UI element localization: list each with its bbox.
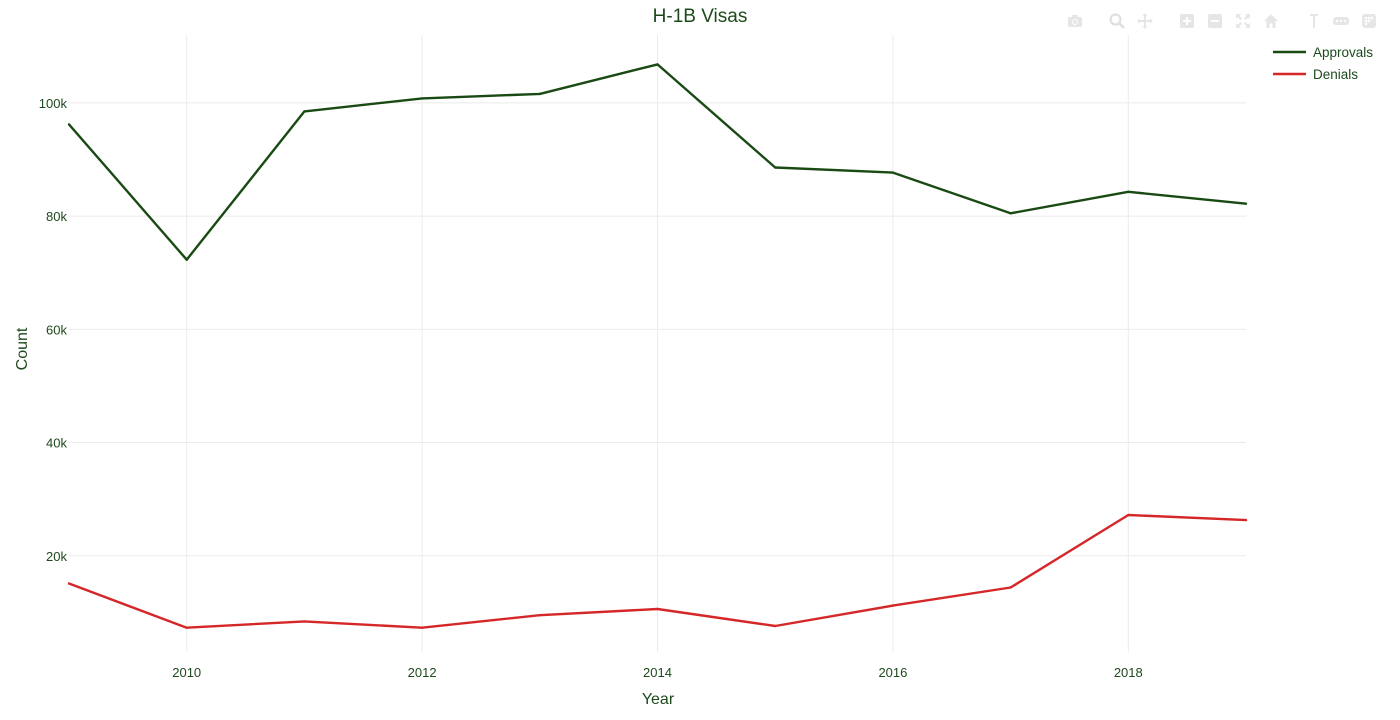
approvals-point[interactable] (656, 63, 659, 66)
x-tick-label: 2016 (878, 665, 907, 680)
legend-item-denials[interactable]: Denials (1273, 67, 1358, 82)
denials-point[interactable] (185, 626, 188, 629)
modebar (1066, 12, 1378, 30)
x-tick-label: 2014 (643, 665, 672, 680)
compare-hover-icon[interactable] (1332, 12, 1350, 30)
approvals-point[interactable] (891, 171, 895, 174)
denials-point[interactable] (538, 614, 541, 617)
approvals-point[interactable] (1127, 190, 1130, 193)
y-tick-label: 40k (46, 436, 67, 451)
denials-point[interactable] (303, 620, 306, 623)
approvals-point[interactable] (303, 110, 306, 113)
zoom-out-icon[interactable] (1206, 12, 1224, 30)
approvals-point[interactable] (1244, 202, 1248, 205)
approvals-point[interactable] (185, 258, 188, 261)
approvals-point[interactable] (67, 123, 71, 126)
autoscale-icon[interactable] (1234, 12, 1252, 30)
chart-title: H-1B Visas (653, 6, 748, 27)
x-tick-label: 2010 (172, 665, 201, 680)
y-tick-label: 100k (39, 96, 68, 111)
camera-icon[interactable] (1066, 12, 1084, 30)
legend-label: Denials (1313, 67, 1358, 82)
legend-label: Approvals (1313, 45, 1373, 60)
denials-point[interactable] (774, 624, 777, 628)
denials-point[interactable] (1127, 513, 1130, 517)
denials-point[interactable] (656, 607, 659, 611)
y-tick-labels: 20k 40k 60k 80k 100k (39, 96, 68, 564)
y-tick-label: 60k (46, 322, 67, 337)
legend: Approvals Denials (1273, 45, 1373, 82)
approvals-point[interactable] (774, 166, 777, 169)
x-gridlines (186, 35, 1129, 652)
series-lines[interactable] (67, 63, 1248, 629)
home-icon[interactable] (1262, 12, 1280, 30)
denials-point[interactable] (420, 626, 424, 629)
x-axis-label: Year (642, 691, 675, 708)
denials-point[interactable] (1009, 586, 1012, 589)
approvals-point[interactable] (538, 92, 541, 96)
y-tick-label: 80k (46, 209, 67, 224)
approvals-point[interactable] (420, 97, 424, 100)
y-tick-label: 20k (46, 549, 67, 564)
x-tick-labels: 2010 2012 2014 2016 2018 (172, 665, 1143, 680)
approvals-point[interactable] (1009, 212, 1012, 215)
pan-icon[interactable] (1136, 12, 1154, 30)
x-tick-label: 2012 (408, 665, 437, 680)
denials-point[interactable] (891, 604, 895, 607)
zoom-icon[interactable] (1108, 12, 1126, 30)
y-axis-label: Count (14, 327, 31, 370)
spike-lines-icon[interactable] (1304, 12, 1322, 30)
denials-point[interactable] (1244, 518, 1248, 522)
zoom-in-icon[interactable] (1178, 12, 1196, 30)
denials-point[interactable] (67, 582, 71, 585)
x-tick-label: 2018 (1114, 665, 1143, 680)
legend-item-approvals[interactable]: Approvals (1273, 45, 1373, 60)
plotly-logo-icon[interactable] (1360, 12, 1378, 30)
